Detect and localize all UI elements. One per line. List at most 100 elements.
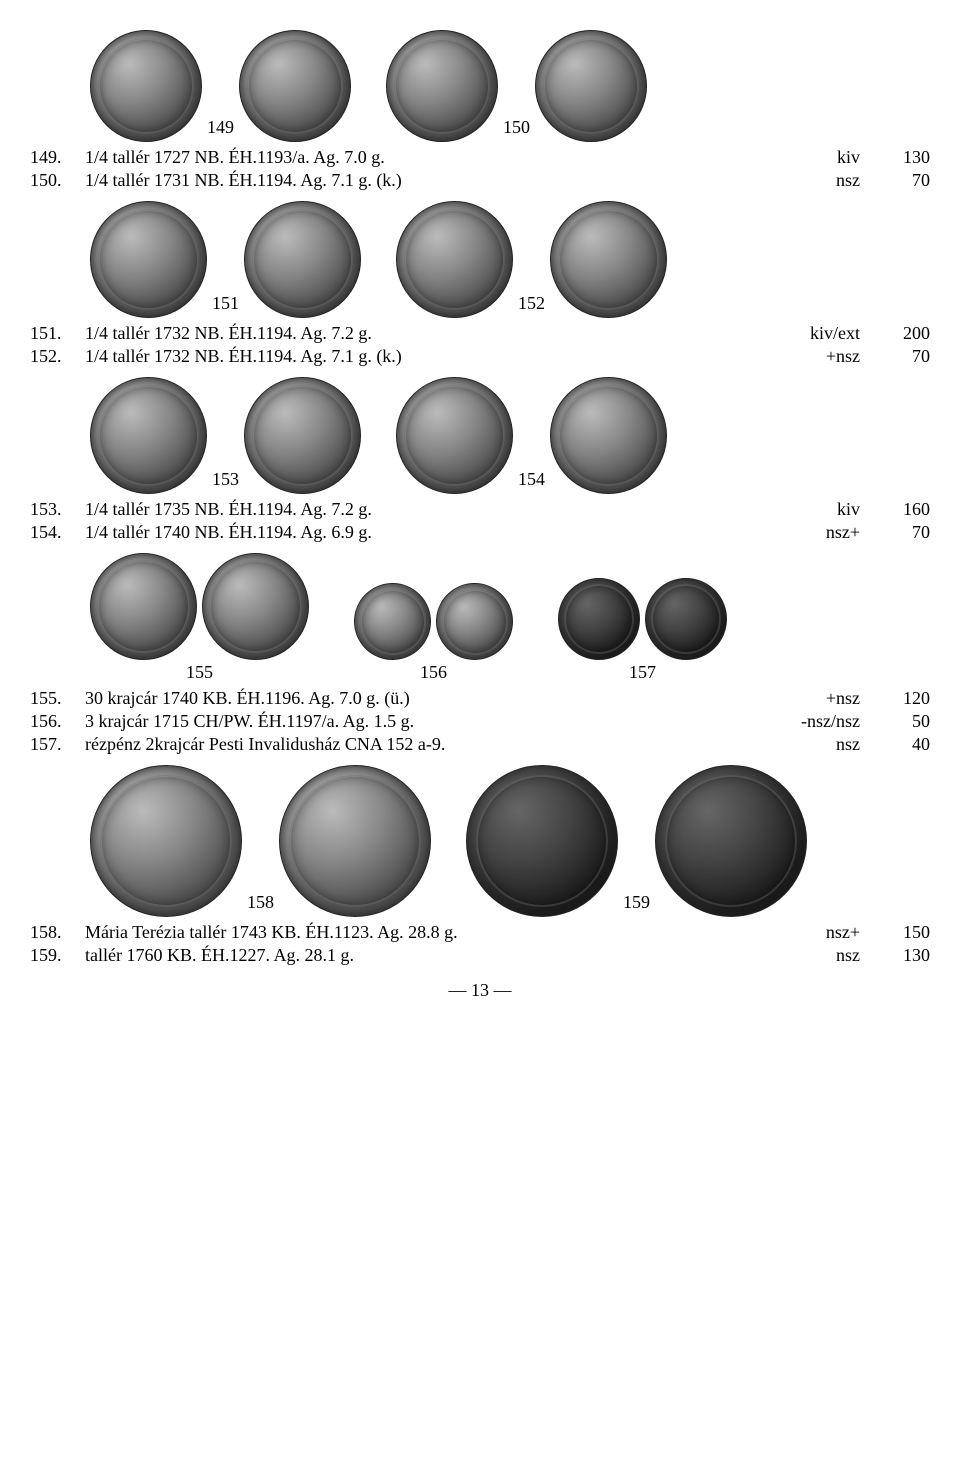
figure-label: 149 bbox=[207, 117, 234, 142]
coin-image bbox=[202, 553, 309, 660]
catalog-entry: 153.1/4 tallér 1735 NB. ÉH.1194. Ag. 7.2… bbox=[30, 499, 930, 520]
lot-number: 151. bbox=[30, 323, 85, 344]
lot-grade: kiv bbox=[760, 499, 860, 520]
lot-number: 154. bbox=[30, 522, 85, 543]
lot-number: 157. bbox=[30, 734, 85, 755]
catalog-entry: 149.1/4 tallér 1727 NB. ÉH.1193/a. Ag. 7… bbox=[30, 147, 930, 168]
lot-description: 1/4 tallér 1732 NB. ÉH.1194. Ag. 7.2 g. bbox=[85, 323, 760, 344]
lot-price: 50 bbox=[860, 711, 930, 732]
lot-description: Mária Terézia tallér 1743 KB. ÉH.1123. A… bbox=[85, 922, 760, 943]
lot-price: 40 bbox=[860, 734, 930, 755]
coin-figure-group: 152 bbox=[396, 201, 667, 318]
lot-grade: kiv bbox=[760, 147, 860, 168]
coin-image bbox=[90, 765, 242, 917]
coin-image bbox=[239, 30, 351, 142]
catalog-entry: 155.30 krajcár 1740 KB. ÉH.1196. Ag. 7.0… bbox=[30, 688, 930, 709]
figure-label: 159 bbox=[623, 892, 650, 917]
coin-figure-group bbox=[90, 553, 309, 660]
page-number: — 13 — bbox=[30, 980, 930, 1001]
figure-label: 154 bbox=[518, 469, 545, 494]
coin-image bbox=[279, 765, 431, 917]
lot-grade: +nsz bbox=[760, 688, 860, 709]
lot-price: 70 bbox=[860, 522, 930, 543]
lot-price: 70 bbox=[860, 170, 930, 191]
lot-grade: nsz bbox=[760, 170, 860, 191]
lot-grade: nsz+ bbox=[760, 922, 860, 943]
lot-description: rézpénz 2krajcár Pesti Invalidusház CNA … bbox=[85, 734, 760, 755]
figure-label: 155 bbox=[186, 662, 213, 683]
figure-label: 150 bbox=[503, 117, 530, 142]
catalog-entry: 157.rézpénz 2krajcár Pesti Invalidusház … bbox=[30, 734, 930, 755]
coin-figure-group: 158 bbox=[90, 765, 431, 917]
catalog-entry: 159.tallér 1760 KB. ÉH.1227. Ag. 28.1 g.… bbox=[30, 945, 930, 966]
catalog-entry: 152.1/4 tallér 1732 NB. ÉH.1194. Ag. 7.1… bbox=[30, 346, 930, 367]
lot-grade: nsz bbox=[760, 734, 860, 755]
coin-image bbox=[90, 553, 197, 660]
lot-number: 153. bbox=[30, 499, 85, 520]
catalog-entry: 150.1/4 tallér 1731 NB. ÉH.1194. Ag. 7.1… bbox=[30, 170, 930, 191]
lot-number: 159. bbox=[30, 945, 85, 966]
coin-image bbox=[90, 201, 207, 318]
lot-grade: +nsz bbox=[760, 346, 860, 367]
lot-description: tallér 1760 KB. ÉH.1227. Ag. 28.1 g. bbox=[85, 945, 760, 966]
lot-price: 160 bbox=[860, 499, 930, 520]
coin-figure-group: 153 bbox=[90, 377, 361, 494]
lot-description: 30 krajcár 1740 KB. ÉH.1196. Ag. 7.0 g. … bbox=[85, 688, 760, 709]
coin-image bbox=[244, 377, 361, 494]
lot-grade: -nsz/nsz bbox=[760, 711, 860, 732]
coin-image bbox=[90, 30, 202, 142]
lot-number: 156. bbox=[30, 711, 85, 732]
coin-figure-group bbox=[558, 578, 727, 660]
coin-image bbox=[558, 578, 640, 660]
catalog-entry: 156.3 krajcár 1715 CH/PW. ÉH.1197/a. Ag.… bbox=[30, 711, 930, 732]
coin-figure-group: 159 bbox=[466, 765, 807, 917]
lot-description: 1/4 tallér 1735 NB. ÉH.1194. Ag. 7.2 g. bbox=[85, 499, 760, 520]
coin-figure-group bbox=[354, 583, 513, 660]
coin-image bbox=[645, 578, 727, 660]
lot-number: 150. bbox=[30, 170, 85, 191]
lot-price: 120 bbox=[860, 688, 930, 709]
coin-image bbox=[466, 765, 618, 917]
lot-price: 130 bbox=[860, 147, 930, 168]
catalog-entry: 151.1/4 tallér 1732 NB. ÉH.1194. Ag. 7.2… bbox=[30, 323, 930, 344]
lot-number: 158. bbox=[30, 922, 85, 943]
coin-image bbox=[386, 30, 498, 142]
lot-grade: kiv/ext bbox=[760, 323, 860, 344]
coin-image bbox=[396, 201, 513, 318]
lot-number: 152. bbox=[30, 346, 85, 367]
coin-image bbox=[436, 583, 513, 660]
coin-image bbox=[550, 201, 667, 318]
coin-image bbox=[655, 765, 807, 917]
figure-label: 157 bbox=[629, 662, 656, 683]
catalog-entry: 154.1/4 tallér 1740 NB. ÉH.1194. Ag. 6.9… bbox=[30, 522, 930, 543]
lot-description: 1/4 tallér 1740 NB. ÉH.1194. Ag. 6.9 g. bbox=[85, 522, 760, 543]
coin-figure-group: 149 bbox=[90, 30, 351, 142]
coin-image bbox=[354, 583, 431, 660]
figure-label: 156 bbox=[420, 662, 447, 683]
lot-grade: nsz+ bbox=[760, 522, 860, 543]
coin-image bbox=[535, 30, 647, 142]
lot-price: 150 bbox=[860, 922, 930, 943]
catalog-entry: 158.Mária Terézia tallér 1743 KB. ÉH.112… bbox=[30, 922, 930, 943]
lot-description: 1/4 tallér 1732 NB. ÉH.1194. Ag. 7.1 g. … bbox=[85, 346, 760, 367]
lot-price: 200 bbox=[860, 323, 930, 344]
lot-number: 155. bbox=[30, 688, 85, 709]
coin-image bbox=[244, 201, 361, 318]
coin-figure-group: 151 bbox=[90, 201, 361, 318]
coin-image bbox=[396, 377, 513, 494]
coin-figure-group: 154 bbox=[396, 377, 667, 494]
lot-description: 1/4 tallér 1731 NB. ÉH.1194. Ag. 7.1 g. … bbox=[85, 170, 760, 191]
figure-label: 158 bbox=[247, 892, 274, 917]
lot-price: 130 bbox=[860, 945, 930, 966]
coin-figure-group: 150 bbox=[386, 30, 647, 142]
lot-description: 1/4 tallér 1727 NB. ÉH.1193/a. Ag. 7.0 g… bbox=[85, 147, 760, 168]
lot-grade: nsz bbox=[760, 945, 860, 966]
lot-number: 149. bbox=[30, 147, 85, 168]
figure-label: 153 bbox=[212, 469, 239, 494]
coin-image bbox=[550, 377, 667, 494]
figure-label: 151 bbox=[212, 293, 239, 318]
lot-price: 70 bbox=[860, 346, 930, 367]
figure-label: 152 bbox=[518, 293, 545, 318]
lot-description: 3 krajcár 1715 CH/PW. ÉH.1197/a. Ag. 1.5… bbox=[85, 711, 760, 732]
coin-image bbox=[90, 377, 207, 494]
